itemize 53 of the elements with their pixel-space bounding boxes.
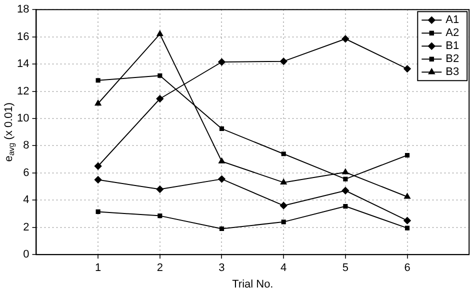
legend-label: A2 bbox=[446, 27, 460, 40]
point bbox=[342, 35, 350, 43]
y-tick-label: 6 bbox=[23, 166, 30, 179]
legend-label: B2 bbox=[446, 53, 460, 66]
y-tick-label: 16 bbox=[16, 30, 30, 43]
point bbox=[280, 58, 288, 65]
y-tick-label: 12 bbox=[16, 85, 30, 98]
y-tick-label: 0 bbox=[23, 248, 30, 261]
y-tick-label: 14 bbox=[16, 58, 30, 70]
y-tick-label: 8 bbox=[23, 140, 30, 152]
point bbox=[218, 58, 226, 66]
point bbox=[342, 168, 349, 174]
x-tick-label: 2 bbox=[156, 262, 163, 274]
point bbox=[156, 30, 164, 36]
y-tick-label: 10 bbox=[16, 112, 30, 125]
point bbox=[158, 214, 162, 218]
point bbox=[404, 65, 411, 72]
point bbox=[219, 126, 224, 131]
y-tick-label: 2 bbox=[23, 221, 30, 234]
point bbox=[156, 95, 164, 102]
point bbox=[343, 204, 348, 209]
point bbox=[404, 216, 411, 224]
point bbox=[404, 193, 410, 199]
point bbox=[218, 175, 226, 183]
x-tick-label: 5 bbox=[342, 262, 348, 274]
point bbox=[94, 176, 102, 184]
point bbox=[404, 152, 410, 158]
point bbox=[96, 209, 100, 214]
point bbox=[280, 202, 288, 210]
point bbox=[404, 226, 410, 230]
x-tick-label: 1 bbox=[95, 262, 102, 274]
y-tick-label: 18 bbox=[16, 4, 30, 16]
point bbox=[343, 176, 348, 182]
x-tick-label: 6 bbox=[404, 262, 410, 274]
point bbox=[281, 152, 286, 156]
point bbox=[94, 162, 102, 170]
legend-label: A1 bbox=[446, 14, 460, 26]
legend-label: B3 bbox=[446, 66, 460, 78]
x-tick-label: 4 bbox=[280, 262, 287, 274]
point bbox=[96, 78, 100, 83]
point bbox=[94, 100, 102, 106]
y-axis-title: eavg (x 0.01) bbox=[3, 102, 16, 162]
point bbox=[342, 186, 350, 194]
y-tick-label: 4 bbox=[23, 194, 30, 206]
point bbox=[158, 73, 162, 78]
legend-label: B1 bbox=[446, 40, 460, 52]
point bbox=[219, 226, 224, 232]
point bbox=[280, 178, 287, 185]
point bbox=[281, 220, 286, 224]
point bbox=[156, 186, 164, 193]
point bbox=[218, 158, 225, 164]
x-tick-label: 3 bbox=[218, 262, 225, 274]
x-axis-title: Trial No. bbox=[232, 278, 274, 290]
